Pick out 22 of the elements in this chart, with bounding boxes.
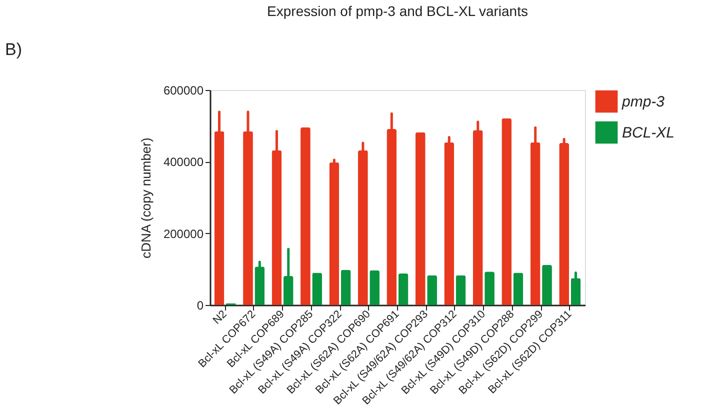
- bar: [542, 264, 552, 305]
- y-tick-label: 600000: [163, 84, 204, 98]
- bar: [312, 272, 322, 305]
- bar: [398, 273, 408, 305]
- legend-label: BCL-XL: [622, 124, 675, 142]
- y-tick-label: 200000: [163, 226, 204, 241]
- bar: [340, 270, 351, 305]
- bar: [513, 272, 524, 305]
- text: B): [5, 40, 22, 59]
- bar: [484, 272, 494, 305]
- y-axis-title: cDNA (copy number): [138, 138, 154, 258]
- bar: [300, 127, 310, 305]
- legend-label: pmp-3: [621, 94, 666, 110]
- bar: [456, 275, 466, 305]
- y-tick-label: 0: [196, 298, 204, 312]
- y-tick-label: 400000: [163, 155, 204, 170]
- bar: [415, 132, 426, 305]
- bar: [427, 275, 438, 305]
- bar: [502, 118, 512, 305]
- chart-title: Expression of pmp-3 and BCL-XL variants: [267, 3, 528, 19]
- bar: [370, 270, 380, 305]
- bar: [329, 162, 340, 305]
